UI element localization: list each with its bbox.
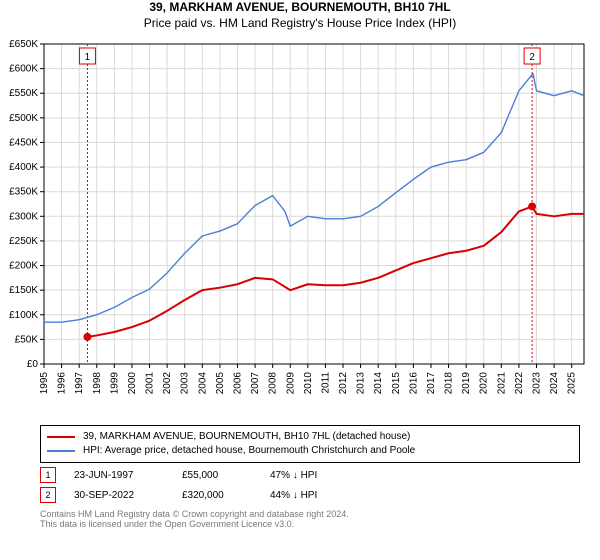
svg-text:2004: 2004 bbox=[197, 372, 208, 395]
svg-text:£0: £0 bbox=[27, 359, 39, 370]
svg-text:£350K: £350K bbox=[9, 187, 38, 198]
svg-text:2017: 2017 bbox=[426, 372, 437, 395]
svg-text:2014: 2014 bbox=[373, 372, 384, 395]
legend-label-1: 39, MARKHAM AVENUE, BOURNEMOUTH, BH10 7H… bbox=[83, 430, 410, 444]
footer: Contains HM Land Registry data © Crown c… bbox=[40, 509, 580, 529]
marker-pct-2: 44% ↓ HPI bbox=[270, 490, 317, 501]
svg-text:2009: 2009 bbox=[285, 372, 296, 395]
svg-text:2002: 2002 bbox=[162, 372, 173, 395]
svg-text:2023: 2023 bbox=[532, 372, 543, 395]
footer-line-1: Contains HM Land Registry data © Crown c… bbox=[40, 509, 580, 519]
svg-text:2012: 2012 bbox=[338, 372, 349, 395]
svg-text:2006: 2006 bbox=[232, 372, 243, 395]
svg-text:2: 2 bbox=[529, 52, 535, 63]
svg-text:2010: 2010 bbox=[303, 372, 314, 395]
svg-text:1: 1 bbox=[85, 52, 91, 63]
svg-text:2018: 2018 bbox=[444, 372, 455, 395]
svg-text:2013: 2013 bbox=[356, 372, 367, 395]
svg-text:2015: 2015 bbox=[391, 372, 402, 395]
svg-text:1998: 1998 bbox=[92, 372, 103, 395]
legend-swatch-1 bbox=[47, 436, 75, 438]
svg-text:2005: 2005 bbox=[215, 372, 226, 395]
footer-line-2: This data is licensed under the Open Gov… bbox=[40, 519, 580, 529]
chart-area: £0 £50K £100K £150K £200K £250K £300K £350K £400… bbox=[0, 38, 600, 423]
marker-price-1: £55,000 bbox=[182, 470, 252, 481]
legend-row-1: 39, MARKHAM AVENUE, BOURNEMOUTH, BH10 7H… bbox=[47, 430, 573, 444]
svg-text:1997: 1997 bbox=[74, 372, 85, 395]
svg-text:1996: 1996 bbox=[57, 372, 68, 395]
legend-label-2: HPI: Average price, detached house, Bour… bbox=[83, 444, 415, 458]
svg-text:£450K: £450K bbox=[9, 137, 38, 148]
marker-pct-1: 47% ↓ HPI bbox=[270, 470, 317, 481]
svg-text:£250K: £250K bbox=[9, 236, 38, 247]
marker-badge-2: 2 bbox=[40, 487, 56, 503]
svg-text:£100K: £100K bbox=[9, 310, 38, 321]
svg-text:2001: 2001 bbox=[145, 372, 156, 395]
marker-price-2: £320,000 bbox=[182, 490, 252, 501]
page-subtitle: Price paid vs. HM Land Registry's House … bbox=[0, 16, 600, 30]
svg-text:£50K: £50K bbox=[15, 334, 39, 345]
svg-text:£300K: £300K bbox=[9, 211, 38, 222]
svg-text:2016: 2016 bbox=[408, 372, 419, 395]
marker-date-2: 30-SEP-2022 bbox=[74, 490, 164, 501]
legend-swatch-2 bbox=[47, 450, 75, 452]
svg-text:£400K: £400K bbox=[9, 162, 38, 173]
svg-text:£550K: £550K bbox=[9, 88, 38, 99]
svg-text:£200K: £200K bbox=[9, 261, 38, 272]
svg-text:2011: 2011 bbox=[320, 372, 331, 394]
marker-badge-1: 1 bbox=[40, 467, 56, 483]
svg-text:£500K: £500K bbox=[9, 113, 38, 124]
legend-box: 39, MARKHAM AVENUE, BOURNEMOUTH, BH10 7H… bbox=[40, 425, 580, 463]
svg-text:£650K: £650K bbox=[9, 39, 38, 50]
marker-date-1: 23-JUN-1997 bbox=[74, 470, 164, 481]
svg-text:2008: 2008 bbox=[268, 372, 279, 395]
svg-text:2007: 2007 bbox=[250, 372, 261, 395]
svg-text:£150K: £150K bbox=[9, 285, 38, 296]
svg-text:2025: 2025 bbox=[567, 372, 578, 395]
svg-text:1999: 1999 bbox=[109, 372, 120, 395]
svg-text:2000: 2000 bbox=[127, 372, 138, 395]
marker-info-row-2: 2 30-SEP-2022 £320,000 44% ↓ HPI bbox=[40, 487, 580, 503]
svg-text:1995: 1995 bbox=[39, 372, 50, 395]
svg-text:2019: 2019 bbox=[461, 372, 472, 395]
marker-info-row-1: 1 23-JUN-1997 £55,000 47% ↓ HPI bbox=[40, 467, 580, 483]
chart-svg: £0 £50K £100K £150K £200K £250K £300K £350K £400… bbox=[0, 38, 600, 418]
svg-text:2022: 2022 bbox=[514, 372, 525, 395]
legend-row-2: HPI: Average price, detached house, Bour… bbox=[47, 444, 573, 458]
svg-text:2021: 2021 bbox=[496, 372, 507, 395]
svg-text:2024: 2024 bbox=[549, 372, 560, 395]
svg-text:2020: 2020 bbox=[479, 372, 490, 395]
svg-text:2003: 2003 bbox=[180, 372, 191, 395]
svg-text:£600K: £600K bbox=[9, 64, 38, 75]
page-title: 39, MARKHAM AVENUE, BOURNEMOUTH, BH10 7H… bbox=[0, 0, 600, 14]
